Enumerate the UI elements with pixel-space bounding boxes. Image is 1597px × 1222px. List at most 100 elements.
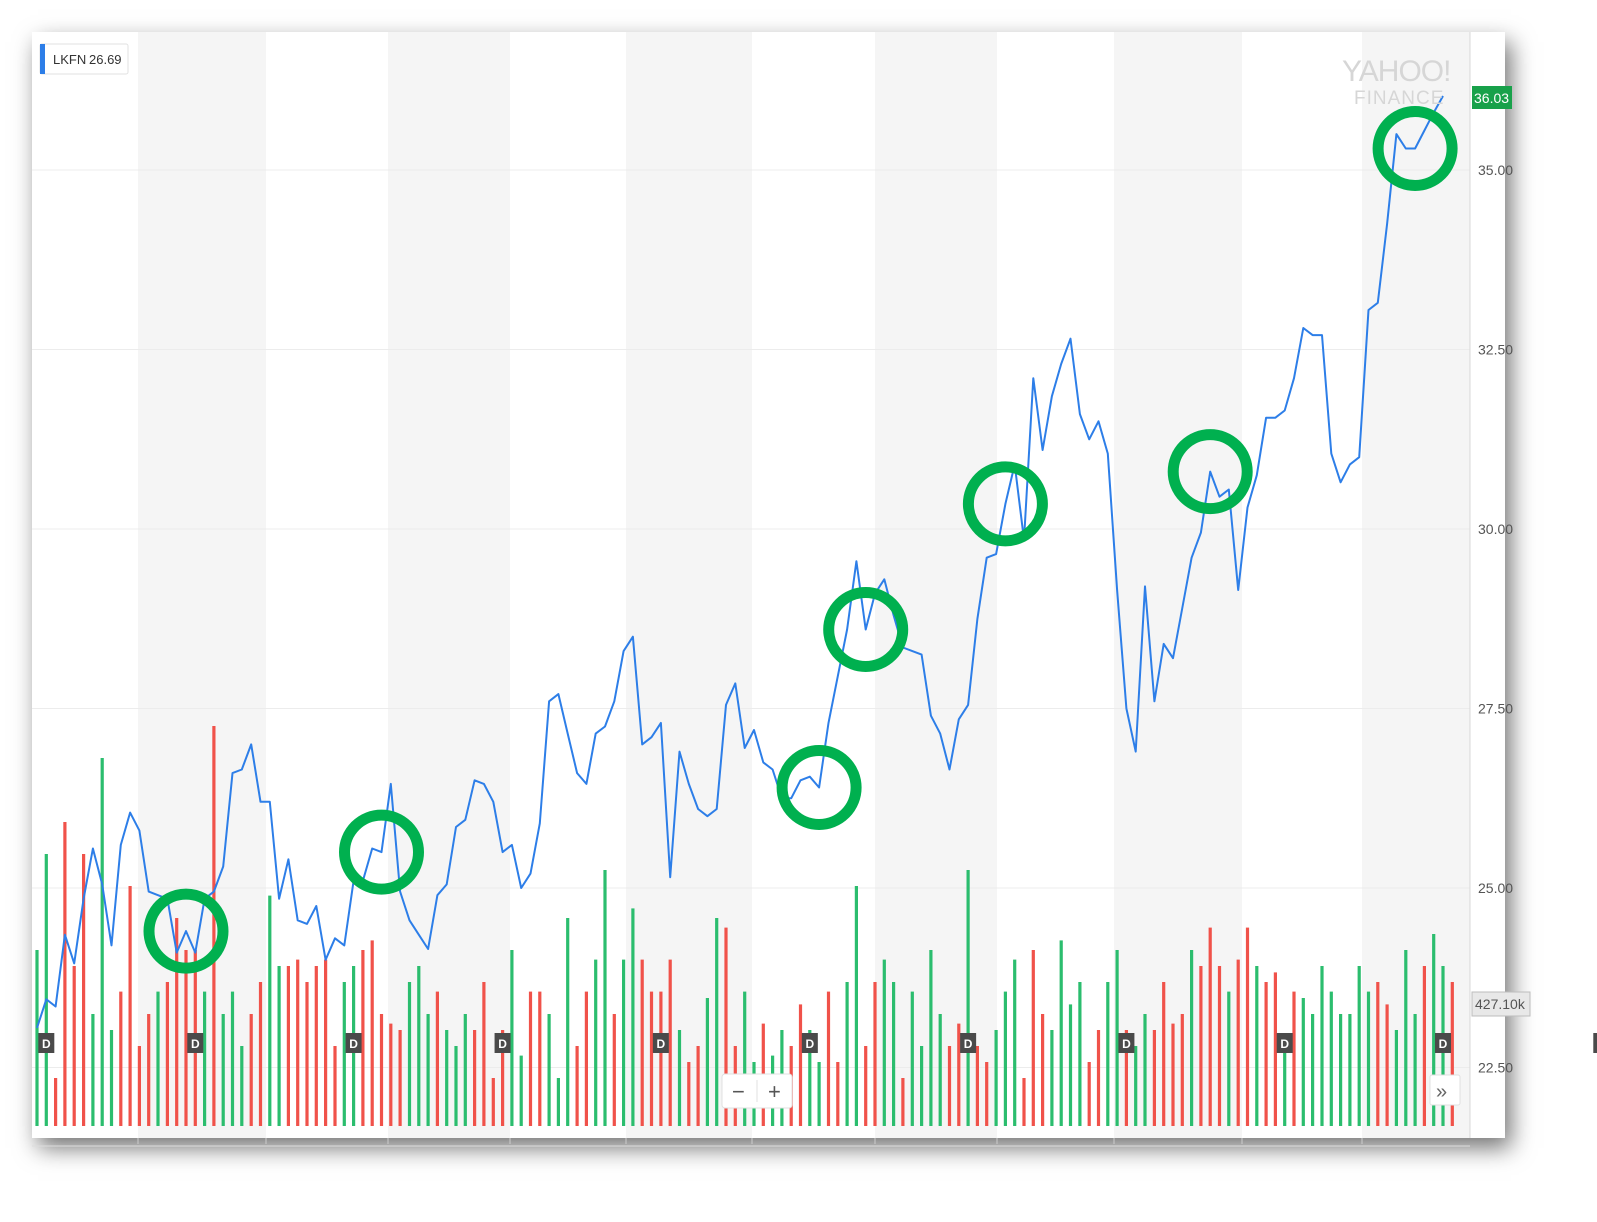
legend-symbol: LKFN (53, 52, 86, 67)
volume-bar (407, 982, 412, 1126)
event-marker[interactable]: D (494, 1033, 511, 1053)
last-price-box (1472, 86, 1512, 109)
volume-bar (957, 1023, 961, 1126)
volume-bar (1329, 991, 1333, 1126)
event-marker[interactable]: D (187, 1033, 204, 1053)
volume-bar (491, 1078, 495, 1126)
scroll-right-icon: » (1436, 1081, 1447, 1103)
last-price-badge: 36.03 (1472, 86, 1512, 109)
volume-bar (1106, 982, 1110, 1126)
zoom-out-button[interactable]: − (722, 1074, 757, 1108)
volume-bar (1422, 966, 1426, 1126)
volume-bar (1394, 1030, 1398, 1126)
event-marker-label: D (349, 1037, 358, 1051)
volume-bar (649, 991, 654, 1126)
event-marker-box (1435, 1033, 1451, 1053)
date-band (875, 32, 997, 1138)
volume-bar (696, 1046, 700, 1126)
volume-bar (1115, 950, 1119, 1126)
volume-bar (845, 982, 849, 1126)
event-marker[interactable]: D (1276, 1033, 1293, 1053)
volume-badge-box (1471, 991, 1531, 1017)
volume-bar (1348, 1014, 1352, 1126)
volume-bar (873, 982, 877, 1126)
volume-bar (1227, 991, 1231, 1126)
event-marker-label: D (1280, 1037, 1289, 1051)
event-marker-label: D (498, 1037, 507, 1051)
volume-bar (938, 1014, 942, 1126)
event-marker[interactable]: D (1118, 1033, 1135, 1053)
volume-bar (1404, 950, 1408, 1126)
legend[interactable]: LKFN 26.69 (39, 43, 129, 75)
event-marker-label: D (191, 1037, 200, 1051)
zoom-in-button[interactable]: + (757, 1074, 792, 1108)
event-marker[interactable]: D (960, 1033, 977, 1053)
volume-bar (463, 1014, 467, 1126)
volume-bar (1003, 991, 1007, 1126)
volume-bar (1301, 998, 1305, 1126)
volume-bar (1162, 982, 1166, 1126)
volume-bar (156, 991, 160, 1126)
volume-bar (882, 959, 886, 1126)
volume-bar (277, 966, 281, 1126)
volume-bar (1068, 1004, 1073, 1126)
volume-bar (1292, 991, 1296, 1126)
price-line (36, 95, 1444, 1029)
highlight-circle (339, 809, 424, 895)
y-axis: 35.00 32.50 30.00 27.50 25.00 22.50 (32, 32, 1513, 1147)
volume-bar (454, 1046, 458, 1126)
volume-bar (398, 1030, 402, 1126)
volume-bar (184, 950, 188, 1126)
volume-bar (221, 1014, 225, 1126)
event-markers[interactable]: DDDDDDDDDDDDS (38, 1033, 1597, 1053)
scroll-right-box (1429, 1074, 1461, 1106)
watermark-line1: YAHOO! (1342, 55, 1450, 88)
volume-bar (1143, 1014, 1147, 1126)
y-tick-label: 32.50 (1478, 342, 1513, 358)
volume-bar (1031, 950, 1035, 1126)
volume-bar (929, 950, 933, 1126)
event-marker[interactable]: D (345, 1033, 362, 1053)
volume-bar (1413, 1014, 1417, 1126)
volume-bar (44, 854, 48, 1126)
volume-badge: 427.10k (1471, 991, 1531, 1017)
y-tick-label: 22.50 (1478, 1060, 1513, 1076)
volume-bar (91, 1014, 95, 1126)
volume-bar (361, 950, 365, 1126)
event-marker[interactable]: D (38, 1033, 55, 1053)
volume-bar (1236, 959, 1240, 1126)
volume-badge-text: 427.10k (1475, 996, 1526, 1012)
event-marker[interactable]: D (652, 1033, 669, 1053)
scroll-right-button[interactable]: » (1429, 1074, 1461, 1106)
volume-bar (203, 991, 207, 1126)
yahoo-finance-watermark: YAHOO! FINANCE (1342, 55, 1451, 109)
volume-bar (808, 1030, 812, 1126)
volume-bar (1199, 966, 1203, 1126)
volume-bar (1255, 966, 1259, 1126)
volume-bar (1208, 927, 1212, 1126)
volume-bar (82, 854, 86, 1126)
volume-bar (333, 1046, 337, 1126)
volume-bar (100, 758, 104, 1126)
volume-bar (1096, 1030, 1101, 1126)
event-marker[interactable]: D (1435, 1033, 1451, 1053)
event-marker-box (187, 1033, 204, 1053)
volume-bar (985, 1062, 989, 1126)
event-marker[interactable]: D (801, 1033, 818, 1053)
volume-bar (268, 895, 272, 1126)
volume-bar (1320, 966, 1324, 1126)
volume-bar (715, 918, 719, 1126)
event-marker[interactable]: D (1593, 1033, 1597, 1053)
volume-bar (538, 991, 542, 1126)
volume-bar (519, 1055, 523, 1126)
highlight-circles (143, 106, 1458, 974)
volume-bar (249, 1014, 253, 1126)
watermark-line2: FINANCE (1354, 88, 1444, 109)
event-marker-box (38, 1033, 55, 1053)
event-marker-label: D (1122, 1037, 1131, 1051)
y-tick-label: 25.00 (1478, 880, 1513, 896)
highlight-circle (143, 888, 229, 974)
volume-bar (1013, 959, 1017, 1126)
volume-bar (901, 1078, 905, 1126)
